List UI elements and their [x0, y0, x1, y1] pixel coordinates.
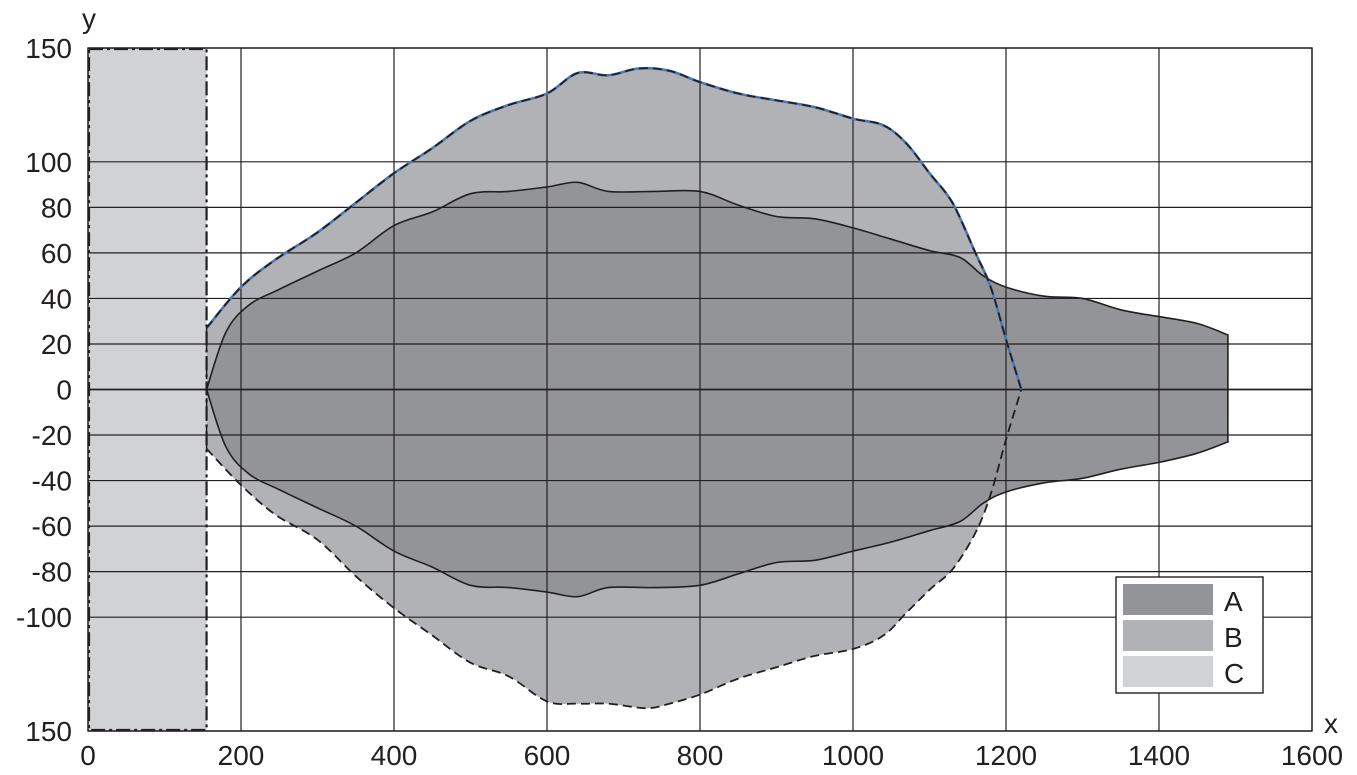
region-c-outline	[87, 47, 208, 732]
legend-label-a: A	[1224, 586, 1243, 617]
x-axis-label: x	[1324, 708, 1338, 739]
axis-layer: 0 200 400 600 800 1000 1200 1400 160015010080604…	[16, 33, 1343, 771]
y-tick-label: 20	[41, 329, 72, 360]
y-tick-label: 60	[41, 238, 72, 269]
x-tick-label: 1600	[1281, 740, 1343, 771]
x-tick-label: 800	[677, 740, 724, 771]
y-tick-label: 150	[25, 716, 72, 747]
x-tick-label: 1000	[822, 740, 884, 771]
y-tick-label: 0	[56, 375, 72, 406]
legend-label-c: C	[1224, 658, 1244, 689]
legend: ABC	[1115, 576, 1264, 694]
y-tick-label: -60	[32, 511, 72, 542]
region-b-upper-outline	[205, 67, 1023, 390]
x-tick-label: 200	[218, 740, 265, 771]
legend-swatch-a	[1123, 584, 1213, 615]
y-tick-label: -40	[32, 466, 72, 497]
region-b-lower-outline	[205, 389, 1023, 710]
y-tick-label: -20	[32, 420, 72, 451]
y-tick-label: 40	[41, 283, 72, 314]
y-axis-label: y	[82, 3, 96, 34]
x-tick-label: 400	[371, 740, 418, 771]
legend-swatch-b	[1123, 620, 1213, 651]
y-tick-label: 100	[25, 147, 72, 178]
x-tick-label: 0	[80, 740, 96, 771]
y-tick-label: -100	[16, 602, 72, 633]
legend-label-b: B	[1224, 622, 1243, 653]
outline-layer	[87, 47, 1023, 732]
y-tick-label: 150	[25, 33, 72, 64]
x-tick-label: 600	[524, 740, 571, 771]
x-tick-label: 1400	[1128, 740, 1190, 771]
legend-swatch-c	[1123, 656, 1213, 687]
y-tick-label: -80	[32, 557, 72, 588]
plot-frame	[87, 47, 1313, 732]
y-tick-label: 80	[41, 192, 72, 223]
x-tick-label: 1200	[975, 740, 1037, 771]
